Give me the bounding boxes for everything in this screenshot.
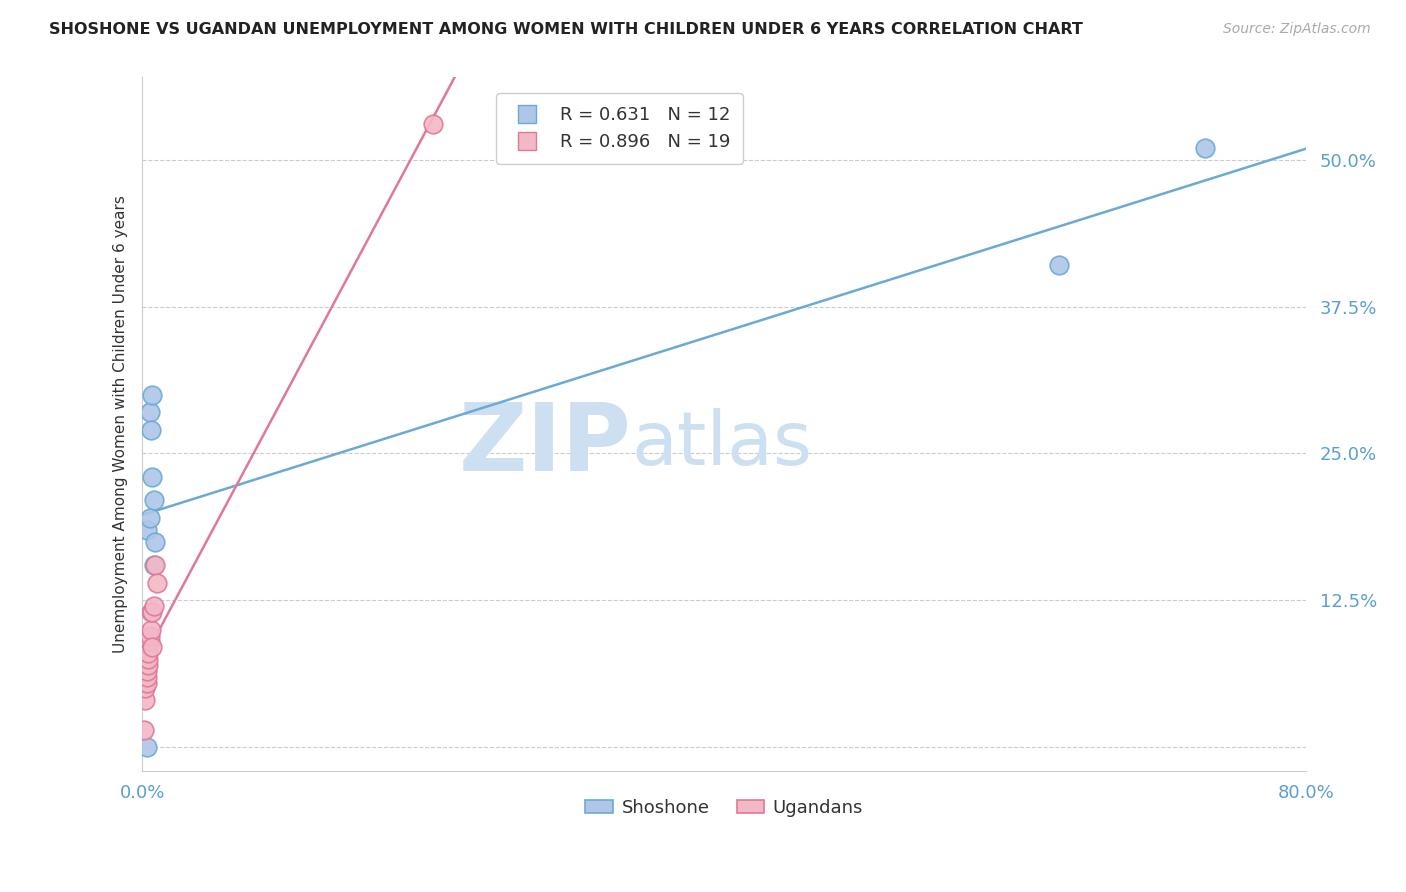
Point [141, 387, 163, 401]
Point [138, 629, 160, 643]
Point [136, 657, 159, 672]
Point [141, 470, 163, 484]
Point [145, 534, 167, 549]
Point [132, 723, 155, 737]
Point [134, 693, 156, 707]
Point [138, 511, 160, 525]
Text: atlas: atlas [631, 409, 813, 482]
Point [141, 640, 163, 655]
Point [1047, 259, 1070, 273]
Point [1194, 141, 1216, 155]
Text: ZIP: ZIP [458, 399, 631, 491]
Point [135, 523, 157, 537]
Point [145, 558, 167, 572]
Point [422, 118, 444, 132]
Point [141, 605, 163, 619]
Point [139, 605, 162, 619]
Point [142, 558, 165, 572]
Point [136, 646, 159, 660]
Point [139, 423, 162, 437]
Point [142, 599, 165, 614]
Point [135, 675, 157, 690]
Point [146, 575, 169, 590]
Point [134, 681, 156, 696]
Text: Source: ZipAtlas.com: Source: ZipAtlas.com [1223, 22, 1371, 37]
Point [139, 623, 162, 637]
Point [135, 670, 157, 684]
Point [138, 634, 160, 648]
Point [135, 740, 157, 755]
Legend: Shoshone, Ugandans: Shoshone, Ugandans [578, 791, 870, 824]
Point [136, 652, 159, 666]
Y-axis label: Unemployment Among Women with Children Under 6 years: Unemployment Among Women with Children U… [114, 195, 128, 653]
Point [135, 664, 157, 678]
Text: SHOSHONE VS UGANDAN UNEMPLOYMENT AMONG WOMEN WITH CHILDREN UNDER 6 YEARS CORRELA: SHOSHONE VS UGANDAN UNEMPLOYMENT AMONG W… [49, 22, 1083, 37]
Point [138, 405, 160, 419]
Point [142, 493, 165, 508]
